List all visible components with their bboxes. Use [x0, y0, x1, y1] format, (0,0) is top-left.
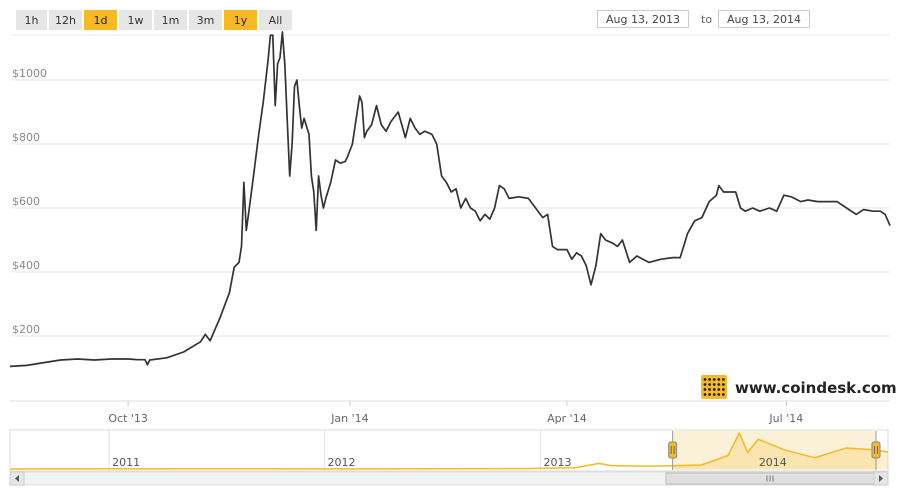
range-button-1d[interactable]: 1d: [84, 10, 117, 30]
range-button-3m[interactable]: 3m: [189, 10, 222, 30]
logo-dot: [708, 388, 711, 391]
price-line: [9, 31, 891, 368]
logo-dot: [717, 393, 721, 396]
logo-dot: [722, 383, 725, 386]
range-button-1h[interactable]: 1h: [16, 10, 47, 30]
logo-dot: [717, 383, 721, 386]
x-tick-label: Apr '14: [547, 412, 587, 425]
navigator-year-label: 2013: [543, 456, 571, 469]
logo-dot: [722, 378, 725, 381]
handle-grip-lines: [874, 446, 878, 454]
logo-dot: [722, 393, 725, 396]
handle-grip-lines: [670, 446, 675, 454]
y-tick-label: $200: [12, 323, 40, 336]
navigator-scrollbar[interactable]: [9, 471, 889, 486]
navigator-year-label: 2012: [327, 456, 355, 469]
logo-dot: [708, 378, 711, 381]
logo-dot: [703, 393, 707, 396]
range-button-1y[interactable]: 1y: [224, 10, 257, 30]
y-tick-label: $800: [12, 131, 40, 144]
logo-dot: [717, 388, 721, 391]
logo-dot: [708, 383, 711, 386]
brand-text: www.coindesk.com: [735, 379, 897, 397]
x-tick-label: Jan '14: [330, 412, 368, 425]
navigator-area: [672, 433, 888, 469]
scrollbar-grip-icon: [766, 475, 774, 482]
date-from-input[interactable]: Aug 13, 2013: [597, 10, 689, 28]
logo-dot: [712, 383, 716, 386]
logo-dot: [712, 378, 716, 381]
navigator[interactable]: 2011 2012 2013 2014: [9, 429, 889, 472]
logo-dot: [712, 388, 716, 391]
handle-grip-icon[interactable]: [871, 441, 881, 459]
navigator-left-handle[interactable]: [668, 431, 678, 470]
date-to-input[interactable]: Aug 13, 2014: [718, 10, 810, 28]
y-tick-label: $1000: [12, 67, 47, 80]
range-button-1w[interactable]: 1w: [119, 10, 152, 30]
y-tick-label: $600: [12, 195, 40, 208]
logo-dot: [712, 393, 716, 396]
scroll-right-arrow-icon: [879, 475, 883, 482]
range-button-1m[interactable]: 1m: [154, 10, 187, 30]
range-button-all[interactable]: All: [259, 10, 292, 30]
range-button-12h[interactable]: 12h: [49, 10, 82, 30]
navigator-right-handle[interactable]: [871, 431, 881, 470]
logo-dot: [717, 378, 721, 381]
logo-dot: [708, 393, 711, 396]
x-tick-label: Jul '14: [768, 412, 803, 425]
date-to-label: to: [701, 13, 713, 26]
navigator-line: [9, 431, 889, 470]
logo-dot: [703, 388, 707, 391]
coindesk-logo-icon: [701, 375, 727, 399]
navigator-year-label: 2014: [759, 456, 787, 469]
brand-logo: www.coindesk.com: [701, 375, 897, 399]
range-selector: 1h 12h 1d 1w 1m 3m 1y All: [16, 10, 292, 30]
x-tick-label: Oct '13: [108, 412, 148, 425]
logo-dot: [703, 378, 707, 381]
handle-grip-icon[interactable]: [668, 441, 678, 459]
scroll-left-arrow-icon: [15, 475, 19, 482]
logo-dot: [722, 388, 725, 391]
y-tick-label: $400: [12, 259, 40, 272]
logo-dot: [703, 383, 707, 386]
navigator-year-label: 2011: [112, 456, 140, 469]
